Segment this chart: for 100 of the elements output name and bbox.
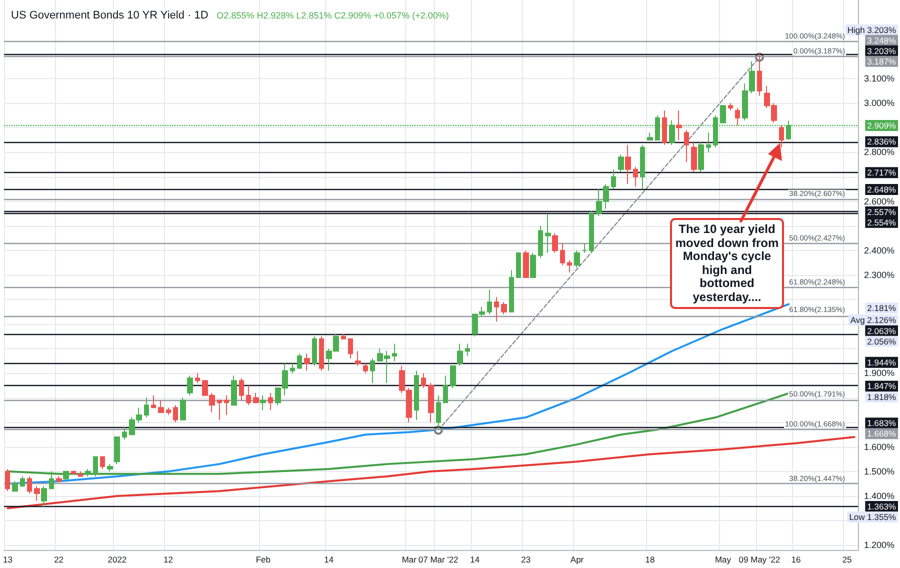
ref-line-label: 3.203%	[867, 46, 896, 56]
candlestick	[582, 242, 587, 254]
annotation: High 3.203%	[847, 24, 896, 35]
ref-line-label: 1.668%	[867, 428, 896, 439]
ref-line-label: 2.557%	[867, 206, 896, 217]
candlestick	[173, 404, 178, 423]
candlestick	[158, 400, 164, 413]
candlestick	[180, 397, 186, 420]
candlestick	[151, 394, 156, 408]
candlestick	[443, 375, 448, 404]
candlestick	[290, 362, 295, 374]
candlestick	[93, 456, 98, 477]
ref-line-label: 2.909%	[867, 120, 896, 130]
candlestick	[260, 394, 266, 411]
candlestick	[779, 124, 784, 148]
ref-line-label: 1.683%	[867, 418, 896, 428]
candlestick	[757, 52, 762, 96]
candlestick	[304, 353, 310, 372]
text: 2.056%	[867, 336, 896, 346]
candlestick	[421, 372, 426, 388]
y-tick-label: 2.800%	[864, 147, 895, 158]
candlestick	[494, 296, 499, 322]
x-tick-label: May	[714, 554, 732, 564]
y-tick-label: 1.400%	[864, 490, 895, 501]
x-tick-label: Feb	[256, 554, 271, 564]
candlestick	[56, 476, 62, 482]
text: US Government Bonds 10 YR Yield · 1D	[11, 10, 208, 22]
line-series	[6, 436, 856, 510]
candlestick	[428, 382, 434, 423]
candlestick	[63, 470, 69, 482]
candlestick	[633, 166, 638, 188]
candlestick	[589, 210, 594, 254]
legend-label: 2.554%	[867, 217, 896, 228]
candlestick	[85, 468, 91, 477]
candlestick	[34, 486, 40, 502]
candlestick	[574, 250, 580, 268]
ref-line-label: 3.187%	[867, 56, 896, 66]
candlestick	[552, 232, 558, 254]
candlestick	[640, 144, 645, 190]
candlestick	[107, 464, 113, 472]
candlestick	[114, 436, 120, 465]
candlestick	[312, 336, 317, 366]
candlestick	[523, 250, 529, 278]
ref-line-label: 1.363%	[867, 501, 896, 512]
y-tick-label: 1.600%	[864, 442, 895, 452]
y-tick-label: 1.200%	[864, 540, 895, 550]
ref-line-label: 1.944%	[867, 357, 896, 368]
x-tick-label: 2022	[108, 554, 127, 564]
candlestick	[319, 336, 324, 372]
candlestick	[414, 370, 419, 420]
candlestick	[567, 260, 572, 274]
candlestick	[355, 350, 361, 366]
text: 2.181%	[867, 303, 896, 313]
candlestick	[538, 225, 543, 258]
y-tick-label: 2.300%	[864, 270, 895, 280]
candlestick	[27, 476, 32, 494]
candlestick	[12, 480, 18, 492]
ref-line-label: 2.717%	[867, 168, 896, 178]
candlestick	[501, 302, 507, 315]
ref-line-label: 2.648%	[867, 184, 896, 195]
candlestick	[41, 486, 47, 508]
candlestick	[611, 168, 616, 190]
candlestick	[71, 470, 76, 474]
candlestick	[676, 110, 682, 140]
y-tick-label: 1.900%	[864, 368, 895, 378]
candlestick	[246, 384, 251, 406]
y-tick-label: 2.600%	[864, 196, 895, 206]
candlestick	[231, 375, 237, 406]
x-tick-label: 13	[2, 554, 13, 564]
candlestick	[436, 394, 441, 431]
x-tick-label: 14	[470, 554, 480, 564]
candlestick	[78, 470, 83, 477]
ref-line-label: 3.248%	[867, 35, 896, 46]
candlestick	[144, 397, 149, 418]
candlestick	[509, 270, 514, 312]
candlestick	[49, 470, 54, 490]
candlestick	[224, 394, 229, 416]
y-tick-label: 1.500%	[864, 466, 895, 476]
candlestick	[5, 468, 10, 492]
candlestick	[392, 343, 397, 362]
y-tick-label: 2.400%	[864, 245, 895, 256]
candlestick	[735, 108, 740, 126]
candlestick	[100, 456, 105, 470]
candlestick	[20, 476, 25, 487]
x-tick-label: 23	[521, 554, 531, 564]
candlestick	[487, 289, 492, 315]
candlestick	[166, 407, 171, 416]
x-tick-label: 09 May '22	[738, 554, 780, 564]
candlestick	[545, 213, 551, 254]
candlestick	[618, 154, 624, 172]
ref-line-label: 2.063%	[867, 326, 896, 336]
x-tick-label: Apr	[570, 554, 584, 564]
candlestick	[530, 252, 536, 278]
x-tick-label: 18	[645, 554, 655, 564]
x-tick-label: 25	[842, 554, 852, 564]
candlestick	[195, 372, 200, 384]
x-tick-label: 14	[324, 554, 334, 564]
candlestick	[516, 252, 521, 278]
ref-line-label: 2.836%	[867, 136, 896, 147]
y-tick-label: 3.100%	[864, 74, 895, 84]
